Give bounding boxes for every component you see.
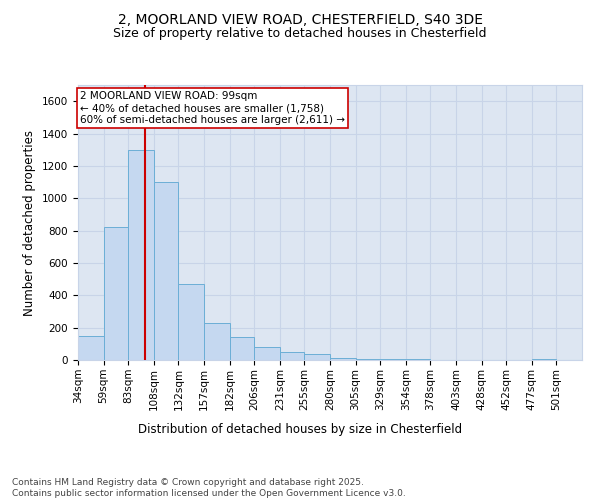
Y-axis label: Number of detached properties: Number of detached properties <box>23 130 37 316</box>
Bar <box>154 182 178 360</box>
Bar <box>78 336 104 360</box>
Text: 2 MOORLAND VIEW ROAD: 99sqm
← 40% of detached houses are smaller (1,758)
60% of : 2 MOORLAND VIEW ROAD: 99sqm ← 40% of det… <box>80 92 345 124</box>
Bar <box>178 284 204 360</box>
Text: Contains HM Land Registry data © Crown copyright and database right 2025.
Contai: Contains HM Land Registry data © Crown c… <box>12 478 406 498</box>
Bar <box>128 150 154 360</box>
Bar <box>356 359 380 360</box>
Text: 2, MOORLAND VIEW ROAD, CHESTERFIELD, S40 3DE: 2, MOORLAND VIEW ROAD, CHESTERFIELD, S40… <box>118 12 482 26</box>
Bar <box>304 354 330 360</box>
Bar <box>532 359 556 360</box>
Bar <box>104 228 128 360</box>
Text: Size of property relative to detached houses in Chesterfield: Size of property relative to detached ho… <box>113 28 487 40</box>
Bar <box>406 359 430 360</box>
Bar <box>204 323 230 360</box>
Bar <box>230 338 254 360</box>
Bar <box>330 358 356 360</box>
Text: Distribution of detached houses by size in Chesterfield: Distribution of detached houses by size … <box>138 422 462 436</box>
Bar <box>254 347 280 360</box>
Bar <box>380 359 406 360</box>
Bar <box>280 352 304 360</box>
